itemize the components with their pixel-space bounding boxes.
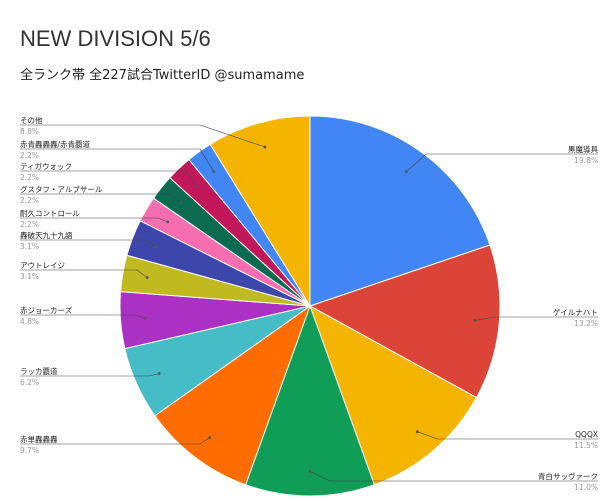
leader-dot: [145, 276, 149, 279]
leader-line: [474, 316, 598, 321]
leader-line: [417, 431, 598, 440]
slice-percent-label: 2.2%: [20, 151, 39, 160]
slice-label: その他: [20, 115, 43, 125]
slice-percent-label: 8.8%: [20, 127, 39, 136]
leader-line: [20, 437, 211, 445]
leader-dot: [179, 201, 183, 205]
slice-percent-label: 9.7%: [20, 446, 39, 455]
leader-dot: [308, 469, 312, 473]
slice-label: ティガウォック: [20, 161, 72, 171]
slice-label: 赤ジョーカーズ: [20, 305, 73, 315]
slice-label: 赤青轟轟轟/赤青覇道: [20, 139, 91, 149]
leader-dot: [473, 319, 477, 322]
slice-percent-label: 3.1%: [20, 242, 39, 251]
leader-line: [20, 193, 181, 204]
pie-slice: [209, 115, 311, 308]
leader-line: [406, 153, 598, 172]
chart-subtitle: 全ランク帯 全227試合TwitterID @sumamame: [20, 68, 305, 83]
leader-line: [20, 170, 197, 187]
leader-line: [309, 471, 598, 482]
leader-line: [20, 314, 146, 319]
slice-label: 黒魔導具: [568, 144, 598, 154]
slice-percent-label: 2.2%: [20, 196, 39, 205]
leader-dot: [157, 372, 161, 375]
chart-title: NEW DIVISION 5/6: [20, 26, 211, 51]
leader-dot: [154, 245, 158, 249]
pie-slice: [309, 304, 478, 486]
leader-dot: [143, 317, 147, 320]
slice-percent-label: 11.0%: [574, 483, 598, 492]
pie-slice: [308, 244, 501, 399]
leader-dot: [263, 145, 267, 149]
slice-label: 耐久コントロール: [20, 208, 80, 218]
leader-line: [20, 148, 214, 172]
slice-percent-label: 2.2%: [20, 173, 39, 182]
slice-label: QQQX: [575, 430, 598, 439]
slice-label: 赤単轟轟轟: [20, 434, 58, 444]
leader-dot: [208, 436, 212, 439]
pie-slice: [154, 304, 312, 486]
leader-dot: [404, 170, 408, 174]
slice-label: ゲイルナハト: [553, 308, 598, 317]
slice-percent-label: 6.2%: [20, 378, 39, 387]
leader-dot: [212, 170, 216, 174]
pie-slice: [309, 115, 491, 307]
leader-line: [20, 269, 148, 278]
slice-percent-label: 2.2%: [20, 220, 39, 229]
leader-dot: [166, 220, 170, 224]
leader-line: [20, 239, 156, 247]
leader-line: [20, 373, 160, 377]
leader-line: [20, 124, 265, 148]
slice-label: グスタフ・アルブサール: [20, 184, 103, 194]
slice-percent-label: 13.2%: [574, 319, 598, 328]
leader-line: [20, 217, 168, 223]
slice-label: ラッカ覇道: [20, 366, 58, 376]
slice-label: 轟破天九十九語: [20, 230, 73, 240]
slice-percent-label: 11.5%: [574, 441, 598, 450]
slice-label: アウトレイジ: [20, 261, 65, 270]
slice-label: 青白サッヴァーク: [538, 471, 598, 481]
pie-slice: [245, 304, 375, 497]
leader-dot: [194, 184, 198, 188]
slice-percent-label: 19.8%: [574, 156, 598, 165]
leader-dot: [415, 430, 419, 434]
slice-percent-label: 3.1%: [20, 272, 39, 281]
slice-percent-label: 4.8%: [20, 317, 39, 326]
